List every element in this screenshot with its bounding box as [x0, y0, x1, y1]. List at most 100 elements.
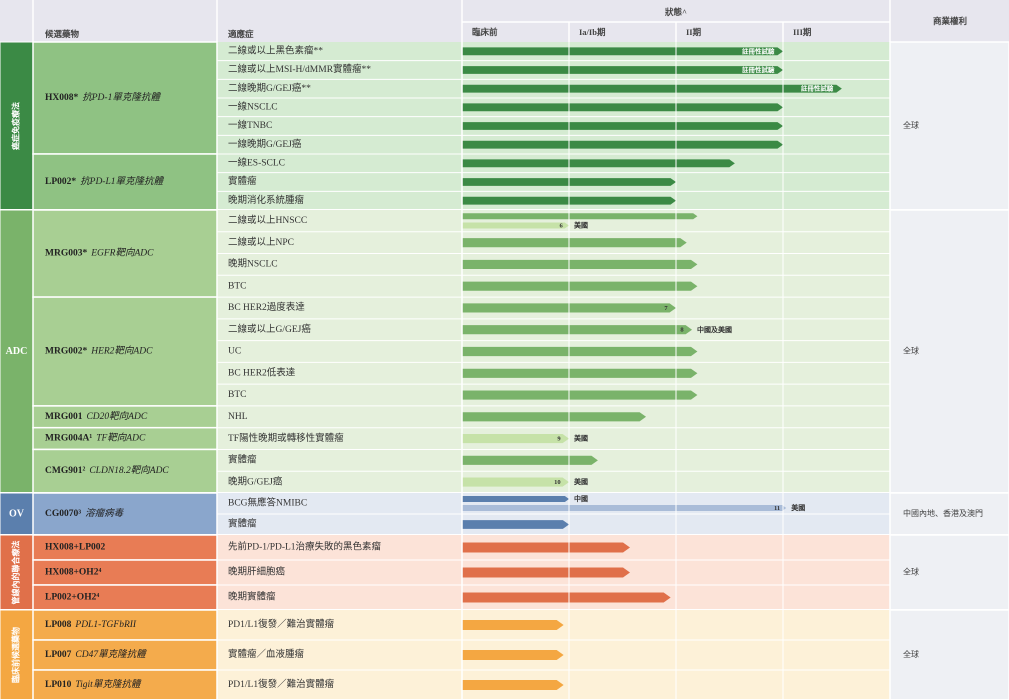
- progress-bar: [462, 259, 698, 269]
- indication-label: BTC: [228, 390, 246, 400]
- bar-note: 8: [680, 327, 684, 334]
- bar-note: 10: [554, 479, 561, 486]
- header-candidate: 候選藥物: [45, 29, 80, 39]
- bar-note: 6: [559, 222, 563, 229]
- group-label: OV: [9, 508, 25, 519]
- candidate-name: LP002*: [45, 177, 76, 187]
- indication-label: 一線NSCLC: [228, 101, 278, 113]
- candidate-name: MRG003*: [45, 249, 87, 259]
- progress-bar: [462, 238, 687, 248]
- candidate-label: HX008+LP002: [45, 543, 106, 553]
- group-cell: [0, 609, 34, 700]
- indication-label: 晚期肝細胞癌: [228, 566, 286, 578]
- candidate-cell: [32, 492, 218, 536]
- candidate-label: LP007 CD47單克隆抗體: [45, 648, 147, 660]
- candidate-desc: HER2靶向ADC: [90, 346, 153, 357]
- candidate-name: HX008+OH2⁴: [45, 568, 101, 578]
- rights-label: 全球: [903, 345, 919, 355]
- candidate-desc: Tigit單克隆抗體: [75, 678, 141, 690]
- candidate-label: HX008* 抗PD-1單克隆抗體: [45, 91, 161, 103]
- bar-note: 7: [664, 305, 668, 312]
- rights-cell: [889, 41, 1009, 211]
- progress-bar: [462, 47, 783, 56]
- progress-bar: [462, 520, 569, 529]
- indication-label: PD1/L1復發／難治實體瘤: [228, 618, 335, 630]
- candidate-cell: [32, 639, 218, 671]
- indication-label: 晚期NSCLC: [228, 259, 278, 270]
- rights-label: 中國內地、香港及澳門: [903, 508, 983, 518]
- phase-label: 臨床前: [472, 27, 498, 37]
- bar-note: 9: [557, 436, 561, 443]
- indication-label: 實體瘤: [228, 454, 257, 466]
- indication-label: 一線ES-SCLC: [228, 157, 285, 169]
- phase-label: III期: [793, 27, 812, 37]
- candidate-label: LP010 Tigit單克隆抗體: [45, 678, 142, 690]
- progress-bar: [462, 390, 698, 400]
- candidate-desc: PDL1-TGFbRII: [74, 620, 137, 630]
- candidate-name: LP010: [45, 680, 72, 690]
- indication-label: 二線或以上MSI-H/dMMR實體瘤**: [228, 63, 371, 75]
- progress-bar: [462, 140, 783, 149]
- indication-label: 先前PD-1/PD-L1治療失敗的黑色素瘤: [228, 541, 382, 553]
- rights-cell: [889, 609, 1009, 700]
- rights-label: 全球: [903, 649, 919, 659]
- header-status: 狀態^: [665, 7, 687, 17]
- header-bg: [0, 0, 1009, 42]
- group-label: 臨床前候選藥物: [10, 627, 20, 683]
- candidate-desc: CLDN18.2靶向ADC: [89, 465, 169, 476]
- candidate-label: MRG002* HER2靶向ADC: [45, 346, 153, 357]
- bar-note: 11: [774, 505, 780, 512]
- candidate-desc: 抗PD-L1單克隆抗體: [80, 175, 164, 187]
- group-label: 管線內的聯合療法: [10, 541, 20, 605]
- candidate-cell: [32, 669, 218, 700]
- indication-label: TF陽性晚期或轉移性實體瘤: [228, 432, 344, 444]
- candidate-desc: 抗PD-1單克隆抗體: [82, 91, 161, 103]
- progress-bar: [462, 455, 598, 465]
- header-rights: 商業權利: [933, 16, 967, 26]
- bar-region: 中國: [574, 494, 588, 503]
- indication-label: 二線或以上HNSCC: [228, 214, 307, 226]
- group-cell: [0, 492, 34, 536]
- candidate-label: HX008+OH2⁴: [45, 568, 101, 578]
- indication-label: 一線晚期G/GEJ癌: [228, 138, 302, 150]
- progress-bar: [462, 346, 698, 357]
- progress-bar: [462, 281, 698, 291]
- candidate-name: LP007: [45, 650, 72, 660]
- bar-label: 註冊性試驗: [742, 46, 775, 55]
- bar-region: 美國: [574, 434, 588, 443]
- progress-bar: [462, 159, 735, 168]
- indication-label: BTC: [228, 281, 246, 291]
- progress-bar: [462, 434, 569, 444]
- candidate-name: LP002+OH2⁴: [45, 593, 99, 603]
- candidate-label: MRG001 CD20靶向ADC: [45, 411, 148, 422]
- progress-bar: [462, 222, 569, 229]
- indication-label: BC HER2過度表達: [228, 301, 305, 313]
- bar-region: 美國: [574, 477, 588, 486]
- rights-label: 全球: [903, 120, 919, 130]
- indication-label: 實體瘤: [228, 175, 257, 187]
- indication-label: 一線TNBC: [228, 119, 272, 131]
- header-indication: 適應症: [228, 29, 254, 39]
- bar-label: 註冊性試驗: [742, 65, 775, 74]
- candidate-cell: [32, 534, 218, 561]
- candidate-cell: [32, 559, 218, 586]
- candidate-desc: CD47單克隆抗體: [75, 648, 147, 660]
- candidate-cell: [32, 448, 218, 494]
- progress-bar: [462, 412, 647, 422]
- indication-label: BCG無應答NMIBC: [228, 497, 307, 509]
- candidate-cell: [32, 584, 218, 611]
- candidate-name: HX008+LP002: [45, 543, 106, 553]
- bar-region: 美國: [574, 221, 588, 230]
- bar-label: 註冊性試驗: [801, 84, 834, 93]
- bar-region: 中國及美國: [697, 325, 732, 334]
- progress-bar: [462, 368, 698, 378]
- group-cell: [0, 209, 34, 494]
- candidate-cell: [32, 41, 218, 155]
- phase-label: Ia/Ib期: [579, 27, 606, 37]
- indication-label: 二線或以上NPC: [228, 236, 294, 248]
- indication-label: 實體瘤: [228, 518, 257, 530]
- bar-region: 美國: [791, 503, 805, 512]
- indication-label: 晚期實體瘤: [228, 591, 276, 603]
- rights-cell: [889, 209, 1009, 494]
- candidate-label: LP002+OH2⁴: [45, 593, 99, 603]
